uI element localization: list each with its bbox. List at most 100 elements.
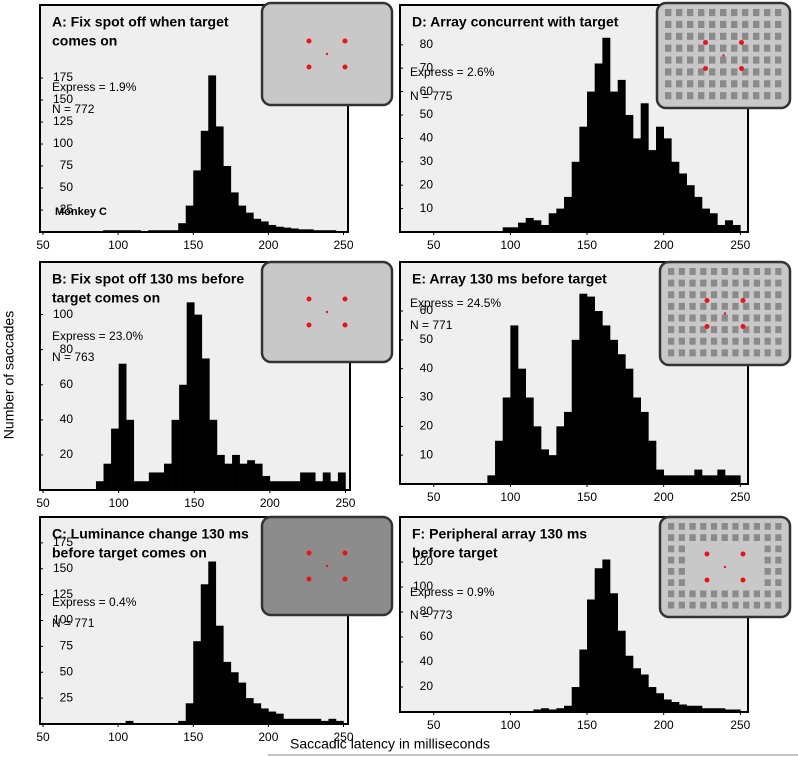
y-tick-label: 100 [413, 579, 433, 593]
bar [283, 718, 292, 724]
bar [602, 37, 611, 233]
array-element [732, 268, 739, 275]
bar [694, 196, 703, 232]
bar [253, 218, 262, 232]
array-element [753, 291, 761, 299]
array-element [676, 80, 683, 88]
array-element [710, 590, 718, 598]
array-element [753, 523, 761, 530]
panel-title: F: Peripheral array 130 ms [412, 526, 587, 542]
target-dot [739, 66, 744, 71]
bar [194, 314, 203, 490]
array-element [720, 44, 727, 52]
bar [717, 708, 726, 712]
array-element [668, 302, 675, 310]
bar [510, 325, 519, 484]
array-element [775, 32, 782, 40]
target-dot [704, 324, 710, 329]
array-element [732, 337, 739, 345]
array-element [753, 314, 761, 322]
array-element [764, 314, 771, 322]
x-axis-label: Saccadic latency in milliseconds [290, 736, 490, 752]
y-tick-label: 20 [420, 679, 434, 693]
y-tick-label: 25 [60, 202, 74, 216]
array-element [742, 68, 749, 76]
array-element [732, 534, 739, 541]
bar [610, 91, 618, 232]
array-element [709, 68, 716, 76]
array-element [668, 349, 675, 357]
y-tick-label: 40 [60, 412, 74, 426]
array-element [678, 326, 685, 334]
bar [671, 702, 680, 712]
bar [337, 472, 346, 490]
plot-frame [39, 4, 349, 233]
panel-title: D: Array concurrent with target [412, 14, 619, 30]
bar [305, 229, 314, 232]
bar [663, 699, 672, 712]
array-element [676, 68, 683, 76]
array-element [764, 9, 771, 17]
bar [617, 630, 626, 712]
array-element [700, 523, 707, 530]
array-element [775, 314, 782, 322]
array-element [710, 534, 718, 541]
array-element [698, 9, 705, 17]
y-tick-label: 10 [420, 201, 434, 215]
bar [164, 463, 172, 490]
bar [239, 463, 248, 490]
array-element [668, 326, 675, 334]
array-element [775, 268, 782, 275]
array-element [668, 291, 675, 299]
array-element [775, 279, 782, 287]
array-element [710, 601, 718, 609]
array-element [678, 568, 685, 575]
y-tick-label: 75 [60, 639, 74, 653]
fixation-dot [723, 565, 727, 569]
array-element [753, 56, 760, 64]
array-element [721, 590, 728, 598]
panel-title: before target [412, 545, 498, 561]
array-element [689, 523, 696, 530]
bar [238, 205, 247, 232]
bar [625, 114, 634, 232]
bar [141, 481, 150, 490]
stimulus-inset [260, 260, 394, 364]
array-element [678, 268, 685, 275]
bar [322, 472, 331, 490]
bar [275, 713, 284, 724]
y-tick-label: 60 [420, 84, 434, 98]
array-element [764, 44, 771, 52]
x-tick-label: 150 [577, 490, 597, 504]
plot-frame [39, 261, 351, 491]
array-element [689, 590, 696, 598]
annotation: N = 775 [410, 89, 453, 103]
stimulus-inset [658, 260, 792, 367]
x-tick-label: 100 [108, 730, 128, 744]
y-tick-label: 120 [413, 554, 433, 568]
array-element [665, 9, 672, 17]
bar [548, 455, 557, 484]
array-element [731, 44, 738, 52]
bar [260, 221, 269, 232]
bar [579, 126, 588, 232]
array-element [731, 92, 738, 100]
y-tick-label: 40 [420, 131, 434, 145]
x-tick-label: 200 [654, 490, 674, 504]
bar [230, 192, 239, 232]
array-element [700, 534, 707, 541]
array-element [731, 20, 738, 28]
x-tick-label: 150 [577, 718, 597, 732]
array-element [775, 9, 782, 17]
array-element [689, 326, 696, 334]
panel-title: target comes on [52, 290, 160, 306]
x-tick-label: 50 [36, 496, 50, 510]
array-element [721, 523, 728, 530]
array-element [709, 80, 716, 88]
array-element [710, 279, 718, 287]
bar [307, 472, 316, 490]
bar [717, 469, 726, 484]
y-tick-label: 50 [420, 107, 434, 121]
array-element [700, 314, 707, 322]
bar [732, 709, 741, 712]
